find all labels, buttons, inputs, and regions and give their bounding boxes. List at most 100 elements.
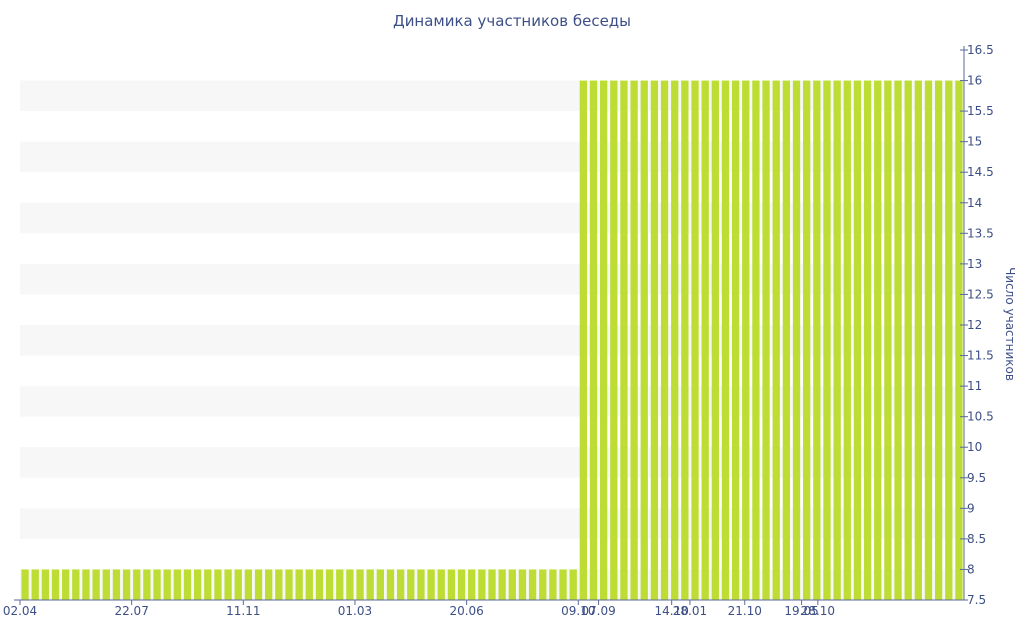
bar[interactable]	[224, 569, 232, 600]
bar[interactable]	[254, 569, 263, 600]
bar[interactable]	[752, 80, 760, 600]
bar[interactable]	[843, 80, 851, 600]
bar[interactable]	[630, 80, 638, 600]
bar[interactable]	[315, 569, 324, 600]
bar[interactable]	[102, 569, 110, 600]
bar[interactable]	[417, 569, 425, 600]
bar[interactable]	[204, 569, 212, 600]
bar[interactable]	[153, 569, 161, 600]
bar[interactable]	[62, 569, 70, 600]
bar[interactable]	[569, 569, 577, 600]
bar[interactable]	[945, 80, 953, 600]
bar[interactable]	[701, 80, 709, 600]
bar[interactable]	[31, 569, 39, 600]
bar[interactable]	[468, 569, 476, 600]
bar[interactable]	[72, 569, 80, 600]
bar[interactable]	[904, 80, 912, 600]
bar[interactable]	[863, 80, 872, 600]
bar[interactable]	[600, 80, 608, 600]
bar[interactable]	[610, 80, 618, 600]
bar[interactable]	[163, 569, 171, 600]
y-tick-label: 11.5	[967, 349, 994, 363]
bar[interactable]	[874, 80, 882, 600]
bar[interactable]	[742, 80, 750, 600]
bar[interactable]	[721, 80, 730, 600]
bar[interactable]	[833, 80, 841, 600]
bar[interactable]	[924, 80, 933, 600]
bar[interactable]	[691, 80, 699, 600]
bar[interactable]	[660, 80, 669, 600]
bar[interactable]	[133, 569, 141, 600]
bar[interactable]	[427, 569, 435, 600]
y-axis-title: Число участников	[1003, 267, 1017, 381]
bar[interactable]	[823, 80, 831, 600]
bar[interactable]	[813, 80, 821, 600]
bar[interactable]	[295, 569, 303, 600]
bar[interactable]	[112, 569, 121, 600]
bar[interactable]	[498, 569, 506, 600]
bar[interactable]	[336, 569, 344, 600]
bar[interactable]	[640, 80, 648, 600]
bar[interactable]	[620, 80, 628, 600]
bar[interactable]	[853, 80, 862, 600]
bar[interactable]	[518, 569, 527, 600]
bar[interactable]	[955, 80, 963, 600]
bar[interactable]	[366, 569, 374, 600]
bar[interactable]	[478, 569, 486, 600]
bar[interactable]	[539, 569, 547, 600]
bar[interactable]	[305, 569, 313, 600]
bar[interactable]	[265, 569, 273, 600]
bar[interactable]	[275, 569, 283, 600]
bar[interactable]	[650, 80, 659, 600]
bar[interactable]	[376, 569, 384, 600]
bar[interactable]	[508, 569, 516, 600]
bar[interactable]	[457, 569, 466, 600]
bar[interactable]	[711, 80, 719, 600]
bar[interactable]	[549, 569, 557, 600]
bar[interactable]	[51, 569, 60, 600]
bar[interactable]	[671, 80, 679, 600]
bar[interactable]	[772, 80, 780, 600]
bar[interactable]	[92, 569, 100, 600]
bar[interactable]	[884, 80, 892, 600]
bar[interactable]	[325, 569, 334, 600]
bar[interactable]	[396, 569, 405, 600]
bar[interactable]	[528, 569, 537, 600]
y-tick-label: 12.5	[967, 287, 994, 301]
bar[interactable]	[894, 80, 902, 600]
bar[interactable]	[193, 569, 202, 600]
bar[interactable]	[447, 569, 456, 600]
bar[interactable]	[21, 569, 29, 600]
bar[interactable]	[214, 569, 222, 600]
bar[interactable]	[356, 569, 364, 600]
bar[interactable]	[762, 80, 770, 600]
bar[interactable]	[386, 569, 395, 600]
bar[interactable]	[934, 80, 943, 600]
bar[interactable]	[122, 569, 131, 600]
x-tick-label: 20.06	[449, 604, 483, 618]
grid-band	[20, 80, 964, 112]
bar[interactable]	[803, 80, 811, 600]
bar[interactable]	[407, 569, 415, 600]
bar[interactable]	[437, 569, 445, 600]
bar[interactable]	[914, 80, 922, 600]
bar[interactable]	[559, 569, 567, 600]
bar[interactable]	[244, 569, 253, 600]
bar[interactable]	[285, 569, 293, 600]
bar[interactable]	[143, 569, 151, 600]
bar[interactable]	[41, 569, 50, 600]
y-tick-label: 15.5	[967, 104, 994, 118]
bar[interactable]	[681, 80, 689, 600]
x-tick-label: 22.07	[114, 604, 148, 618]
bar[interactable]	[82, 569, 90, 600]
bar[interactable]	[234, 569, 242, 600]
bar[interactable]	[579, 80, 588, 600]
bar[interactable]	[488, 569, 496, 600]
bar[interactable]	[731, 80, 740, 600]
bar[interactable]	[792, 80, 801, 600]
bar[interactable]	[173, 569, 181, 600]
bar[interactable]	[346, 569, 354, 600]
bar[interactable]	[782, 80, 791, 600]
bar[interactable]	[589, 80, 598, 600]
bar[interactable]	[183, 569, 192, 600]
